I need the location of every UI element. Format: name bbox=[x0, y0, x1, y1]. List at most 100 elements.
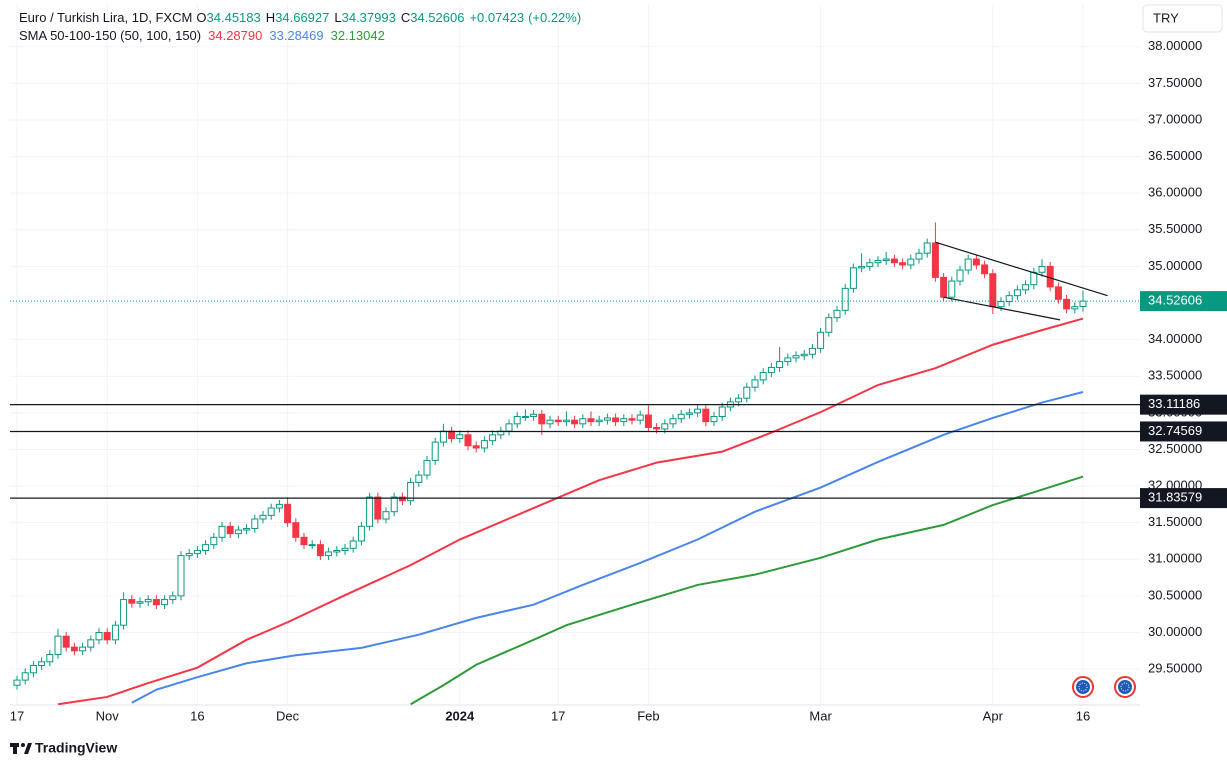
sma-line bbox=[131, 391, 1084, 704]
candle-body bbox=[538, 413, 546, 425]
ohlc-key: O bbox=[196, 10, 206, 25]
candle-body bbox=[940, 276, 948, 298]
indicator-value: 34.28790 bbox=[208, 28, 262, 43]
candle-body bbox=[46, 653, 54, 663]
y-tick-label: 36.50000 bbox=[1148, 148, 1202, 163]
candle-body bbox=[808, 347, 816, 355]
level-label: 33.11186 bbox=[1148, 396, 1200, 411]
candle-body bbox=[202, 544, 210, 552]
candle-body bbox=[374, 496, 382, 520]
candle-body bbox=[694, 408, 702, 414]
candle-body bbox=[267, 507, 275, 516]
candle-body bbox=[366, 496, 374, 527]
y-tick-label: 35.50000 bbox=[1148, 221, 1202, 236]
candle-body bbox=[382, 511, 390, 520]
candle-body bbox=[685, 412, 693, 415]
y-tick-label: 30.50000 bbox=[1148, 587, 1202, 602]
candle-body bbox=[251, 518, 259, 530]
candle-body bbox=[513, 416, 521, 425]
candle-body bbox=[341, 547, 349, 552]
change: +0.07423 bbox=[469, 10, 524, 25]
candle-body bbox=[87, 639, 95, 648]
price-label: 34.52606 bbox=[1148, 293, 1202, 308]
candle-body bbox=[792, 355, 800, 359]
candle-body bbox=[825, 317, 833, 333]
candle-body bbox=[136, 601, 144, 604]
candle-body bbox=[505, 423, 513, 432]
candle-body bbox=[169, 595, 177, 601]
candle-body bbox=[398, 496, 406, 502]
watermark: TradingView bbox=[35, 740, 117, 756]
candle-body bbox=[653, 426, 661, 430]
level-label-box bbox=[1140, 488, 1227, 509]
candle-body bbox=[562, 419, 570, 423]
currency-box[interactable] bbox=[1142, 4, 1223, 33]
y-tick-label: 32.50000 bbox=[1148, 441, 1202, 456]
candles bbox=[13, 222, 1087, 690]
candle-body bbox=[161, 599, 169, 606]
event-icon[interactable] bbox=[1072, 676, 1094, 698]
currency[interactable]: TRY bbox=[1153, 10, 1179, 25]
candle-body bbox=[767, 366, 775, 374]
candle-body bbox=[1054, 286, 1062, 300]
x-tick-label: Feb bbox=[637, 708, 659, 723]
y-tick-label: 33.50000 bbox=[1148, 368, 1202, 383]
candle-body bbox=[439, 430, 447, 443]
x-tick-label: 2024 bbox=[445, 708, 475, 723]
candle-body bbox=[423, 459, 431, 476]
candle-body bbox=[38, 661, 46, 666]
candle-body bbox=[923, 242, 931, 254]
candle-body bbox=[185, 552, 193, 557]
plot-area bbox=[57, 317, 1084, 705]
trend-line bbox=[943, 296, 1061, 321]
ohlc-value: 34.66927 bbox=[275, 10, 329, 25]
candle-body bbox=[300, 536, 308, 546]
x-tick-label: Dec bbox=[276, 708, 300, 723]
candle-body bbox=[718, 406, 726, 418]
overlay bbox=[10, 241, 1140, 499]
candle-body bbox=[1022, 284, 1030, 291]
candle-body bbox=[95, 632, 103, 641]
candle-body bbox=[103, 632, 111, 641]
x-tick-label: 17 bbox=[551, 708, 565, 723]
candle-body bbox=[874, 260, 882, 264]
level-label-box bbox=[1140, 394, 1227, 415]
y-tick-label: 29.50000 bbox=[1148, 661, 1202, 676]
candle-body bbox=[54, 635, 62, 655]
candle-body bbox=[931, 242, 939, 278]
candle-body bbox=[464, 434, 472, 447]
symbol: Euro / Turkish Lira, 1D, FXCM bbox=[19, 10, 192, 25]
sma-line bbox=[410, 475, 1084, 705]
candle-body bbox=[1063, 298, 1071, 310]
y-tick-label: 37.00000 bbox=[1148, 111, 1202, 126]
candle-body bbox=[1079, 300, 1087, 308]
level-label-box bbox=[1140, 421, 1227, 442]
candle-body bbox=[325, 551, 333, 557]
candle-body bbox=[128, 599, 136, 604]
candle-body bbox=[521, 416, 529, 419]
candle-body bbox=[579, 418, 587, 425]
trend-line bbox=[935, 241, 1108, 297]
candle-body bbox=[956, 269, 964, 282]
change-pct: (+0.22%) bbox=[528, 10, 581, 25]
candle-body bbox=[259, 514, 267, 520]
event-icon[interactable] bbox=[1114, 676, 1136, 698]
ohlc-value: 34.52606 bbox=[410, 10, 464, 25]
price-axis: 29.50000 30.00000 30.50000 31.00000 31.50000… bbox=[1140, 38, 1227, 676]
candle-body bbox=[603, 417, 611, 421]
candle-body bbox=[407, 481, 415, 502]
candle-body bbox=[964, 258, 972, 271]
y-tick-label: 35.00000 bbox=[1148, 258, 1202, 273]
ohlc-value: 34.37993 bbox=[342, 10, 396, 25]
candle-body bbox=[915, 252, 923, 260]
candle-body bbox=[1030, 271, 1038, 286]
candle-body bbox=[218, 525, 226, 538]
candle-body bbox=[152, 599, 160, 606]
y-tick-label: 34.00000 bbox=[1148, 331, 1202, 346]
candle-body bbox=[79, 646, 87, 652]
x-tick-label: 17 bbox=[10, 708, 24, 723]
candle-body bbox=[1038, 265, 1046, 273]
x-tick-label: Mar bbox=[809, 708, 832, 723]
candle-body bbox=[489, 434, 497, 442]
